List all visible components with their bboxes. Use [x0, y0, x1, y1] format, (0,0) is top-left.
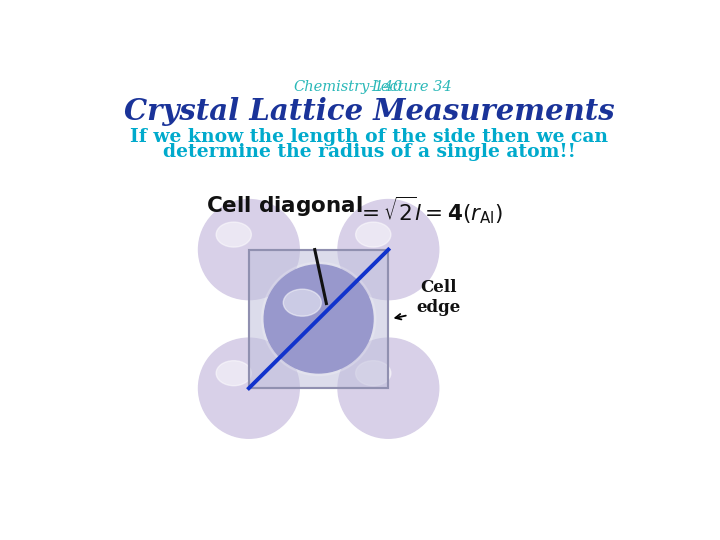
Text: Crystal Lattice Measurements: Crystal Lattice Measurements [124, 97, 614, 126]
Ellipse shape [336, 197, 441, 302]
Text: $\mathbf{Cell\ diagonal}$: $\mathbf{Cell\ diagonal}$ [206, 194, 363, 218]
Bar [249, 249, 388, 388]
Bar [249, 249, 388, 388]
Ellipse shape [216, 361, 251, 386]
Ellipse shape [216, 222, 251, 247]
Ellipse shape [283, 289, 321, 316]
Ellipse shape [338, 338, 438, 438]
Text: Chemistry-140: Chemistry-140 [294, 80, 403, 94]
Ellipse shape [261, 262, 376, 376]
Ellipse shape [336, 336, 441, 441]
Text: Cell
edge: Cell edge [416, 279, 461, 316]
Text: $= \sqrt{2}l = \mathbf{4}(r_{\mathrm{Al}})$: $= \sqrt{2}l = \mathbf{4}(r_{\mathrm{Al}… [357, 194, 503, 226]
Ellipse shape [264, 265, 373, 373]
Ellipse shape [196, 197, 302, 302]
Ellipse shape [196, 336, 302, 441]
Ellipse shape [199, 200, 300, 300]
Ellipse shape [338, 200, 438, 300]
Text: If we know the length of the side then we can: If we know the length of the side then w… [130, 128, 608, 146]
Text: Lecture 34: Lecture 34 [372, 80, 452, 94]
Ellipse shape [199, 338, 300, 438]
Text: determine the radius of a single atom!!: determine the radius of a single atom!! [163, 143, 575, 161]
Ellipse shape [356, 361, 391, 386]
Ellipse shape [356, 222, 391, 247]
